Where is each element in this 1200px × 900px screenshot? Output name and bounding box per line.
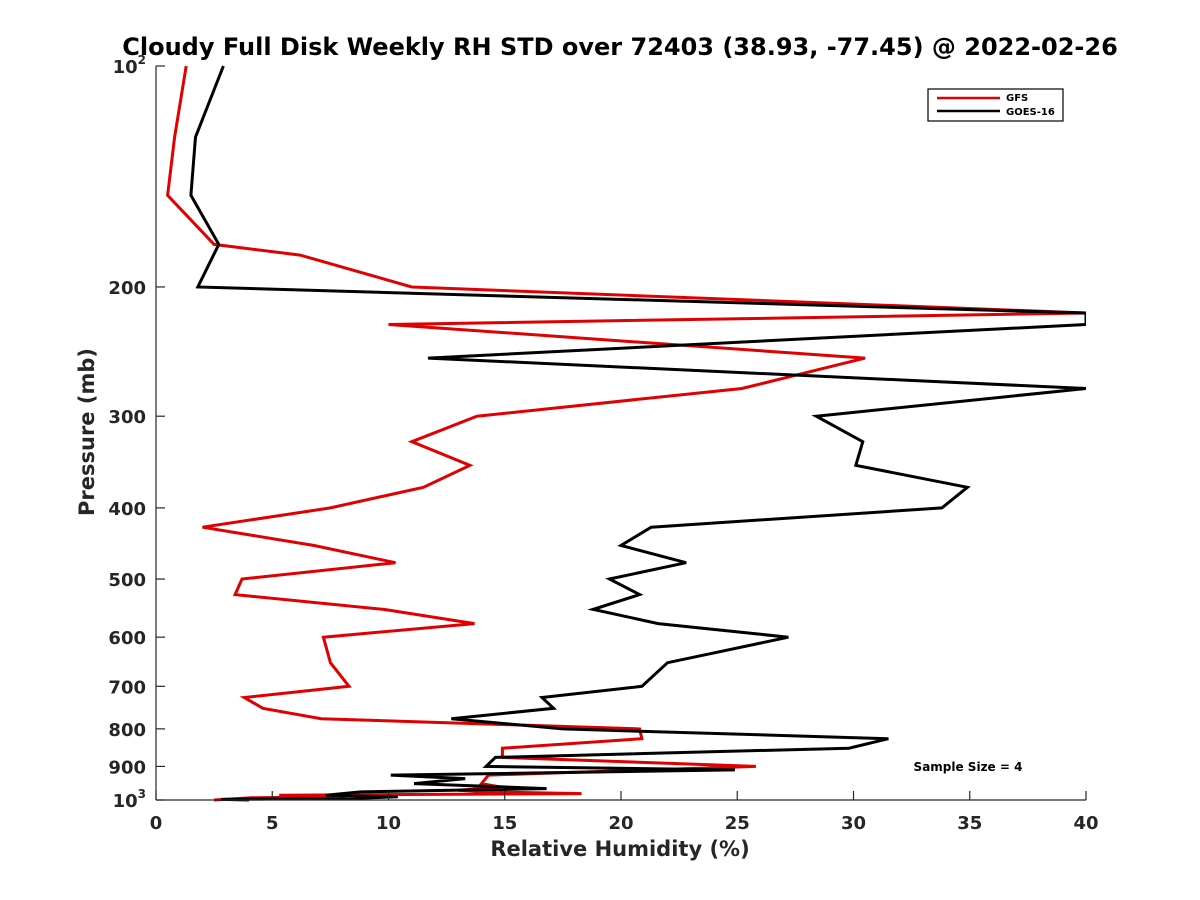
y-tick-label: 300: [108, 407, 146, 428]
legend: GFS GOES-16: [927, 88, 1064, 122]
x-tick-label: 35: [957, 813, 982, 834]
x-tick-label: 25: [725, 813, 750, 834]
series-line-goes16: [189, 65, 1086, 802]
x-tick-label: 5: [266, 813, 279, 834]
x-tick-label: 15: [492, 813, 517, 834]
chart-title: Cloudy Full Disk Weekly RH STD over 7240…: [122, 33, 1118, 61]
sample-size-annotation: Sample Size = 4: [914, 760, 1023, 774]
legend-label-goes16: GOES-16: [1006, 107, 1055, 118]
y-tick-label: 102: [113, 53, 146, 78]
y-tick-label: 800: [108, 720, 146, 741]
axes-layer: 0 5 10 15 20 25 30 35 40 102 200 300 400 500 600 700 800…: [108, 53, 1098, 834]
legend-label-gfs: GFS: [1006, 93, 1028, 104]
series-layer: [166, 65, 1086, 802]
x-tick-label: 10: [376, 813, 401, 834]
x-tick-label: 40: [1073, 813, 1098, 834]
x-tick-label: 20: [608, 813, 633, 834]
x-tick-label: 0: [150, 813, 163, 834]
y-tick-label: 900: [108, 757, 146, 778]
y-tick-label: 103: [113, 787, 146, 812]
y-tick-label: 500: [108, 570, 146, 591]
y-tick-label: 200: [108, 278, 146, 299]
x-tick-label: 30: [841, 813, 866, 834]
series-line-gfs: [166, 65, 1086, 802]
plot-area: 0 5 10 15 20 25 30 35 40 102 200 300 400 500 600 700 800…: [108, 53, 1098, 834]
y-tick-label: 700: [108, 677, 146, 698]
y-axis-label: Pressure (mb): [75, 348, 99, 516]
legend-box: [927, 88, 1064, 122]
y-tick-label: 400: [108, 499, 146, 520]
y-tick-label: 600: [108, 628, 146, 649]
x-axis-label: Relative Humidity (%): [490, 837, 749, 861]
